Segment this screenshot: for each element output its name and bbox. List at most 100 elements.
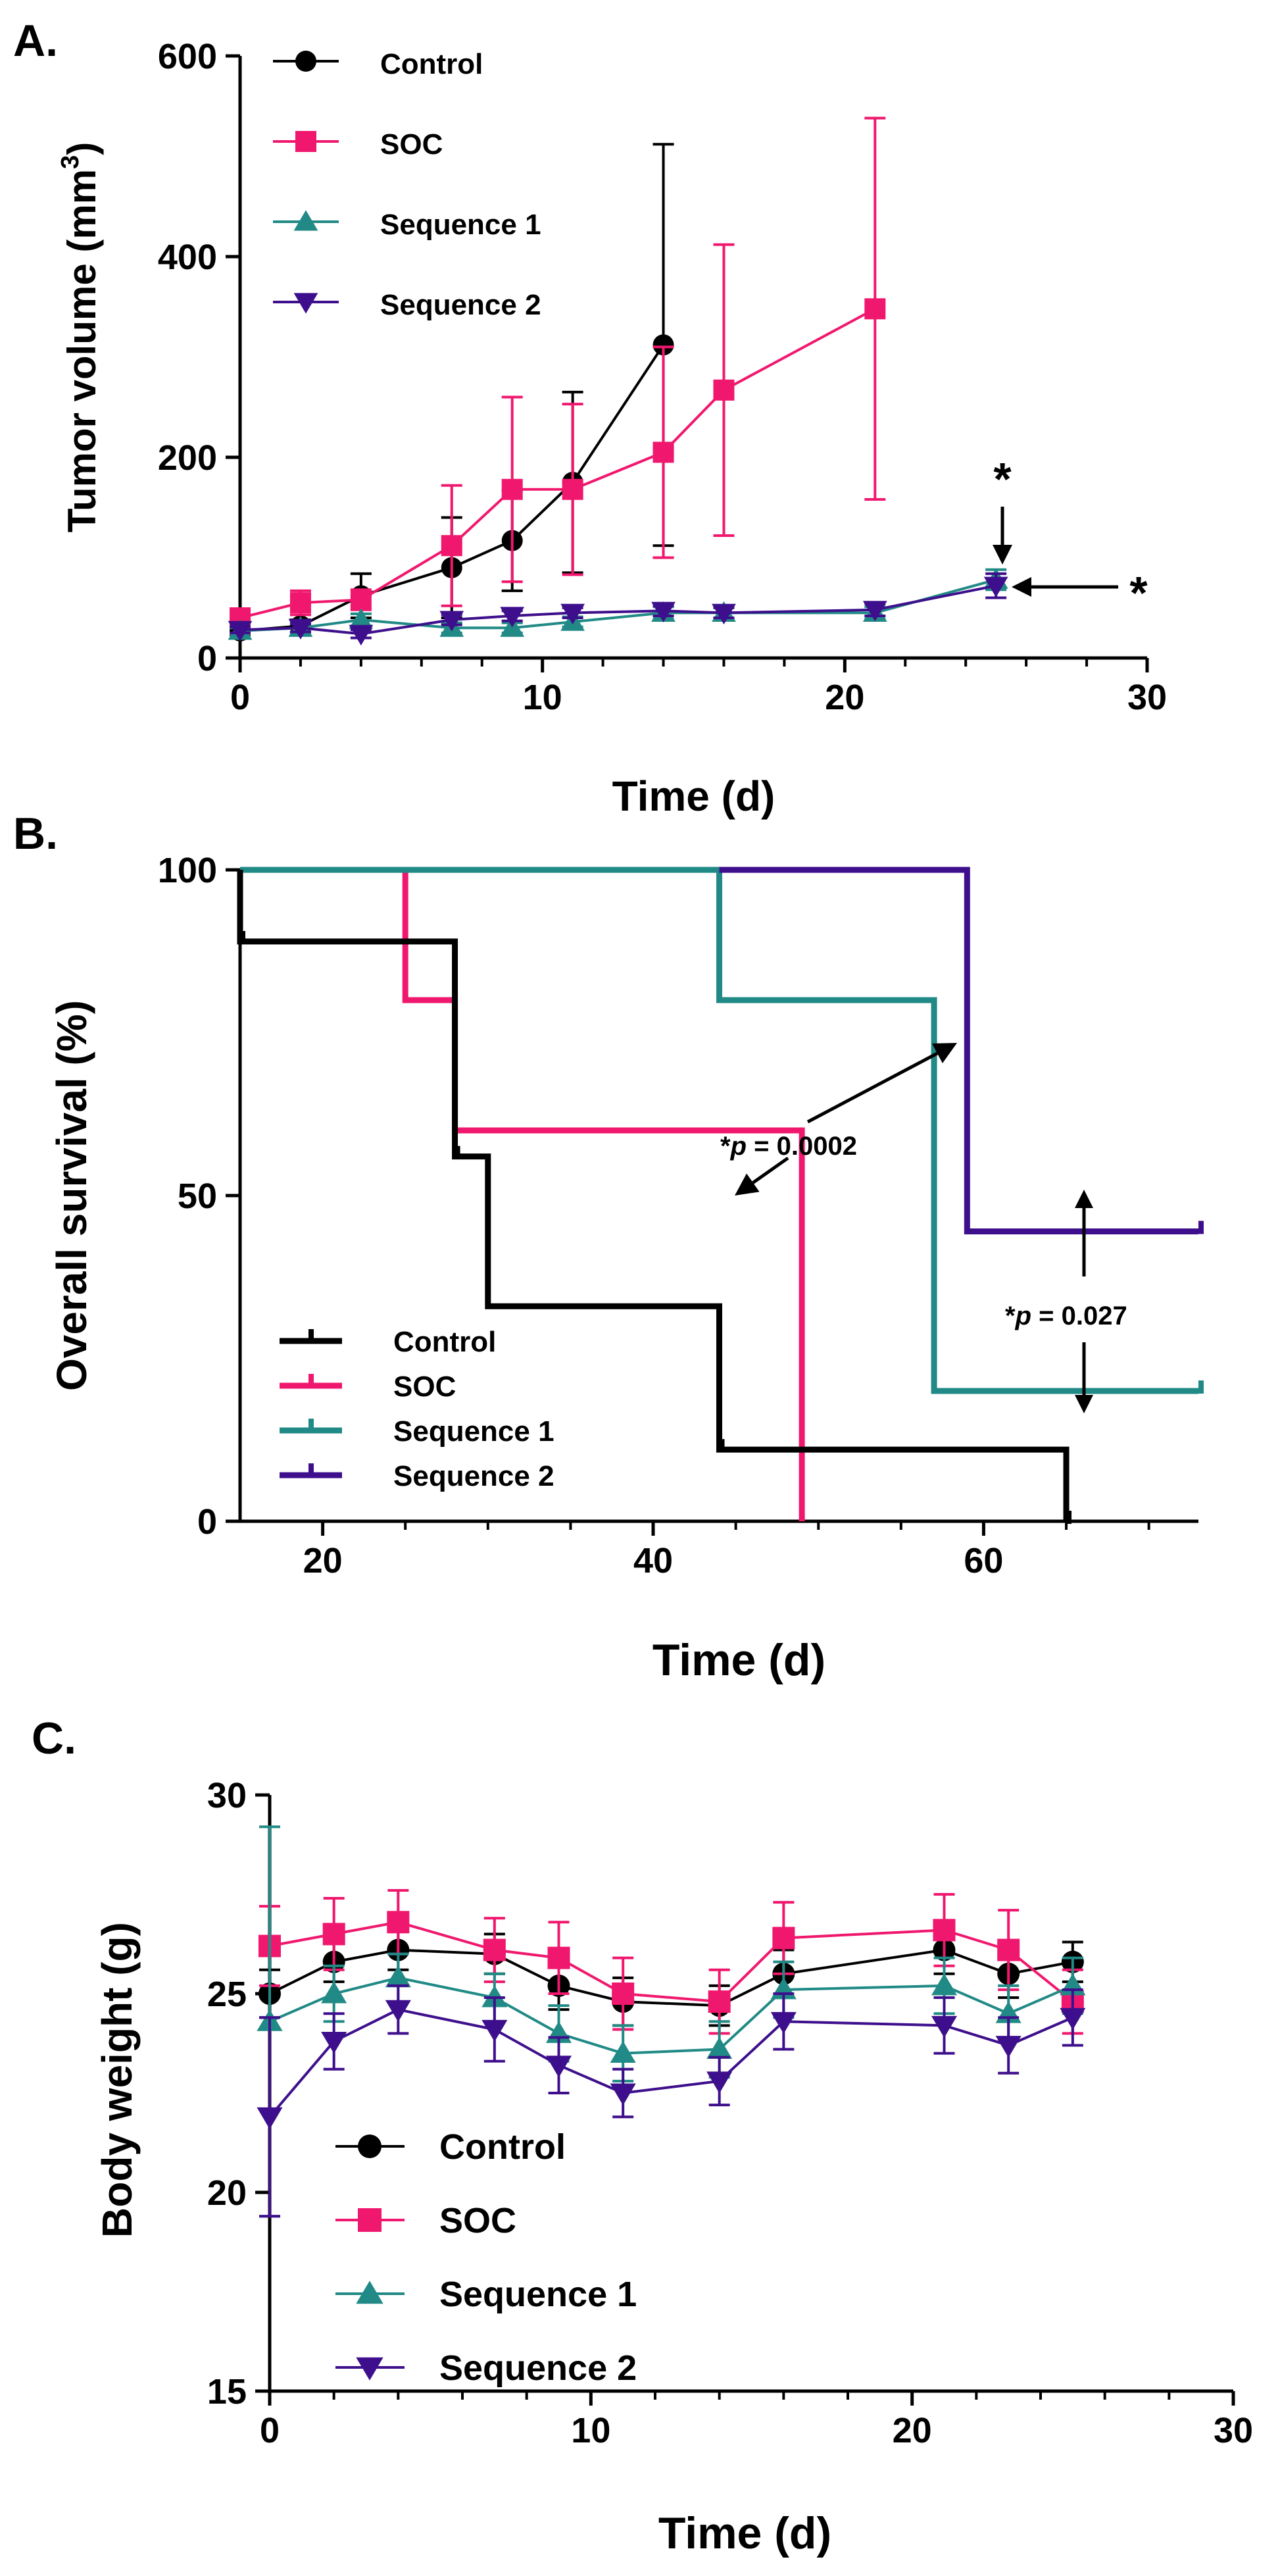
y-axis-label-superscript: 3 xyxy=(57,155,84,169)
panel-a-tumor-volume-chart: A. 0 10 20 30 0 200 400 600 Tumor volume (mm3) Tim… xyxy=(13,16,1167,820)
data-point xyxy=(931,1973,958,1996)
legend-item: Control xyxy=(273,48,483,80)
survival-curve-sequence-2 xyxy=(719,867,1198,1234)
p-value-annotation: *p = 0.027 xyxy=(1005,1301,1127,1330)
data-point xyxy=(545,2056,572,2078)
data-point xyxy=(441,535,462,557)
data-point xyxy=(612,1983,635,2005)
legend-label: Control xyxy=(380,48,483,80)
data-point xyxy=(560,603,585,624)
legend-item: SOC xyxy=(335,2201,516,2240)
x-tick-label: 30 xyxy=(1214,2411,1253,2450)
legend-item: Sequence 2 xyxy=(273,289,541,321)
series-line xyxy=(239,584,997,636)
y-axis-label: Overall survival (%) xyxy=(48,1000,95,1391)
p-value-arrow xyxy=(1075,1190,1093,1276)
legend-item: SOC xyxy=(273,128,443,161)
data-point xyxy=(321,2032,347,2054)
legend: Control SOC Sequence 1 Sequence 2 xyxy=(280,1326,554,1492)
data-point xyxy=(706,2071,733,2094)
data-point xyxy=(652,334,674,356)
data-point xyxy=(481,2019,508,2042)
legend-marker xyxy=(295,131,316,152)
legend-label: Control xyxy=(439,2127,566,2167)
legend-item: SOC xyxy=(280,1371,456,1403)
data-point xyxy=(562,478,583,500)
p-value-arrow-head xyxy=(735,1173,760,1196)
y-tick-label: 50 xyxy=(178,1176,217,1216)
data-point xyxy=(864,298,886,320)
legend-label: SOC xyxy=(393,1371,456,1403)
data-point xyxy=(933,1919,956,1942)
panel-label: A. xyxy=(13,16,58,66)
p-value-arrow-head xyxy=(1075,1190,1093,1208)
legend-marker xyxy=(293,210,318,231)
significance-star: * xyxy=(1129,567,1148,619)
legend-item: Sequence 1 xyxy=(273,209,541,241)
y-axis-label-text: Tumor volume (mm xyxy=(60,169,104,532)
legend-marker xyxy=(358,2208,382,2232)
y-tick-label: 0 xyxy=(197,639,217,678)
panel-label: B. xyxy=(13,809,58,859)
data-point xyxy=(712,603,736,624)
y-tick-label: 30 xyxy=(207,1776,247,1815)
data-point xyxy=(862,601,887,622)
data-point xyxy=(501,478,523,500)
series-line xyxy=(268,2008,1073,2118)
legend-item: Sequence 2 xyxy=(335,2348,637,2388)
y-axis-label: Tumor volume (mm3) xyxy=(57,142,104,532)
p-value-arrow-head xyxy=(1075,1395,1093,1413)
p-value-arrow xyxy=(806,1043,957,1124)
data-point xyxy=(387,1911,410,1934)
series-soc xyxy=(258,1888,1084,2035)
significance-arrow-head xyxy=(1012,577,1031,597)
legend-label: Sequence 2 xyxy=(439,2348,637,2388)
x-tick-label: 0 xyxy=(260,2411,280,2450)
data-point xyxy=(385,2000,411,2022)
series-line xyxy=(239,578,997,632)
x-tick-label: 10 xyxy=(523,678,562,717)
data-point xyxy=(706,2036,733,2059)
data-point xyxy=(483,1938,506,1961)
series-sequence-1 xyxy=(257,1825,1086,2218)
legend-marker xyxy=(356,2281,383,2304)
data-point xyxy=(931,2015,958,2038)
y-tick-label: 400 xyxy=(158,238,217,277)
p-value-arrow-shaft xyxy=(752,1156,789,1184)
panel-b-overall-survival-chart: B. 20 40 60 0 50 100 Overall survival (%) Time (… xyxy=(13,809,1204,1685)
y-tick-label: 0 xyxy=(197,1502,217,1542)
x-tick-label: 0 xyxy=(230,678,250,717)
data-point xyxy=(322,1923,345,1946)
y-tick-label: 100 xyxy=(158,851,217,890)
series-sequence-2 xyxy=(257,1984,1086,2218)
significance-arrow-head xyxy=(993,545,1012,565)
legend: Control SOC Sequence 1 Sequence 2 xyxy=(273,48,541,321)
p-value-number: = 0.0002 xyxy=(747,1132,857,1161)
p-value-arrow-head xyxy=(931,1043,957,1063)
panel-c-body-weight-chart: C. 0 10 20 30 15 20 25 30 Body weight (g) Time (d)… xyxy=(32,1713,1253,2558)
data-point xyxy=(481,1985,508,2008)
legend-label: Sequence 2 xyxy=(380,289,541,321)
significance-arrow xyxy=(1012,577,1118,597)
y-tick-label: 600 xyxy=(158,37,217,76)
data-point xyxy=(321,1981,347,2004)
data-point xyxy=(350,589,372,611)
x-tick-label: 60 xyxy=(964,1541,1003,1580)
series-soc xyxy=(230,116,886,628)
y-tick-label: 25 xyxy=(207,1975,247,2014)
x-axis-label: Time (d) xyxy=(612,772,775,820)
data-point xyxy=(610,2083,636,2106)
legend-label: Sequence 1 xyxy=(439,2275,637,2314)
x-axis-label: Time (d) xyxy=(652,1635,825,1685)
data-point xyxy=(349,624,374,645)
legend-label: SOC xyxy=(439,2201,516,2240)
x-tick-label: 40 xyxy=(633,1541,673,1580)
legend-item: Control xyxy=(335,2127,566,2167)
x-axis-label: Time (d) xyxy=(658,2508,831,2558)
data-point xyxy=(772,1927,795,1950)
legend-label: Sequence 1 xyxy=(393,1415,554,1448)
data-point xyxy=(385,1965,411,1988)
data-point xyxy=(547,1946,570,1969)
legend-marker xyxy=(358,2134,382,2158)
data-point xyxy=(288,619,313,640)
